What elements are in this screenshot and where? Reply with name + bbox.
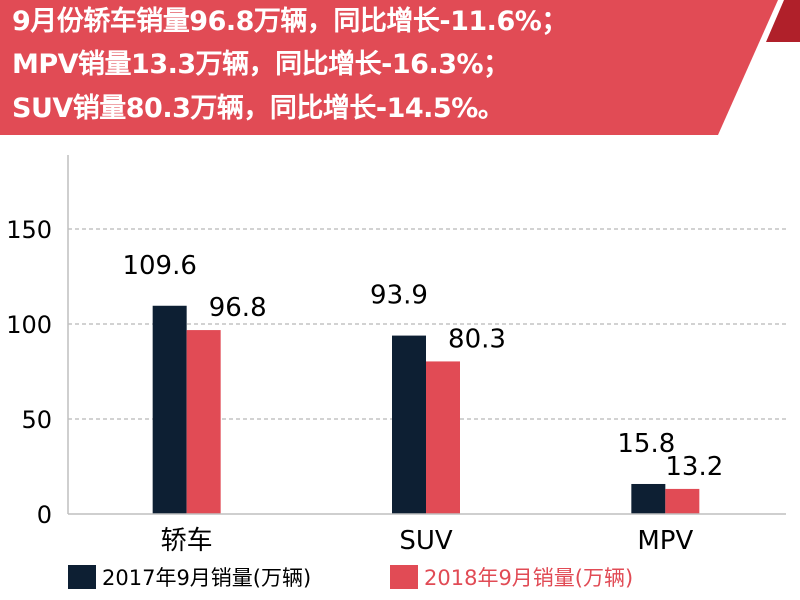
banner-dark-stripe [766,0,800,42]
value-label-1-1: 80.3 [448,324,506,354]
y-axis-ticks: 0 50 100 150 [6,216,52,529]
value-labels: 109.6 96.8 93.9 80.3 15.813.2 [122,251,723,482]
legend-label-2017: 2017年9月销量(万辆) [102,566,312,590]
legend-label-2018: 2018年9月销量(万辆) [424,566,634,590]
bar-2-0 [631,483,666,514]
y-tick-label-100: 100 [6,311,52,339]
value-label-2-0: 15.8 [617,429,675,459]
value-label-2-1: 13.2 [665,452,723,482]
bar-1-0 [392,335,426,514]
y-tick-label-50: 50 [21,406,52,434]
x-tick-label-1: SUV [399,526,453,556]
bar-1-1 [426,361,460,514]
headline-line-1: 9月份轿车销量96.8万辆，同比增长-11.6%； [12,6,568,37]
banner-background [0,0,800,135]
bars [152,305,700,514]
legend: 2017年9月销量(万辆) 2018年9月销量(万辆) [68,562,788,592]
bar-0-0 [152,305,187,514]
value-label-0-1: 96.8 [209,293,267,323]
x-tick-label-0: 轿车 [161,526,213,556]
legend-swatch-2018 [390,565,418,589]
bar-0-1 [186,330,221,514]
legend-item-2018: 2018年9月销量(万辆) [390,562,633,592]
banner-red-shape [0,0,778,135]
legend-item-2017: 2017年9月销量(万辆) [68,562,311,592]
headline-line-3: SUV销量80.3万辆，同比增长-14.5%。 [12,93,505,124]
x-axis-ticks: 轿车 SUV MPV [161,526,694,556]
bar-2-1 [665,488,700,514]
headline-line-2: MPV销量13.3万辆，同比增长-16.3%； [12,49,510,80]
value-label-1-0: 93.9 [370,281,428,311]
headline-banner: 9月份轿车销量96.8万辆，同比增长-11.6%； MPV销量13.3万辆，同比… [0,0,800,135]
value-label-0-0: 109.6 [122,251,196,281]
y-tick-label-0: 0 [37,501,52,529]
legend-swatch-2017 [68,565,96,589]
y-tick-label-150: 150 [6,216,52,244]
x-tick-label-2: MPV [637,526,693,556]
